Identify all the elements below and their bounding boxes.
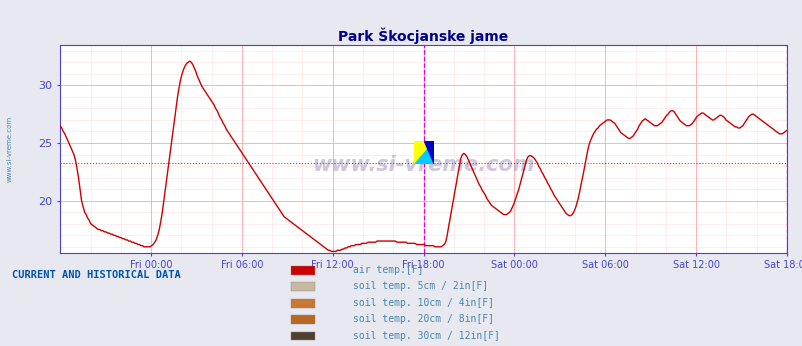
- FancyBboxPatch shape: [290, 299, 314, 308]
- Title: Park Škocjanske jame: Park Škocjanske jame: [338, 27, 508, 44]
- Text: air temp.[F]: air temp.[F]: [353, 265, 423, 275]
- Text: soil temp. 20cm / 8in[F]: soil temp. 20cm / 8in[F]: [353, 314, 494, 324]
- Text: www.si-vreme.com: www.si-vreme.com: [312, 155, 534, 175]
- Text: soil temp. 30cm / 12in[F]: soil temp. 30cm / 12in[F]: [353, 331, 500, 340]
- FancyBboxPatch shape: [290, 315, 314, 324]
- FancyBboxPatch shape: [290, 266, 314, 275]
- FancyBboxPatch shape: [290, 332, 314, 340]
- Polygon shape: [414, 141, 433, 164]
- Text: CURRENT AND HISTORICAL DATA: CURRENT AND HISTORICAL DATA: [12, 270, 180, 280]
- Text: www.si-vreme.com: www.si-vreme.com: [6, 116, 12, 182]
- Text: soil temp. 10cm / 4in[F]: soil temp. 10cm / 4in[F]: [353, 298, 494, 308]
- Polygon shape: [414, 141, 433, 164]
- FancyBboxPatch shape: [290, 282, 314, 291]
- Polygon shape: [423, 141, 433, 164]
- Text: soil temp. 5cm / 2in[F]: soil temp. 5cm / 2in[F]: [353, 281, 488, 291]
